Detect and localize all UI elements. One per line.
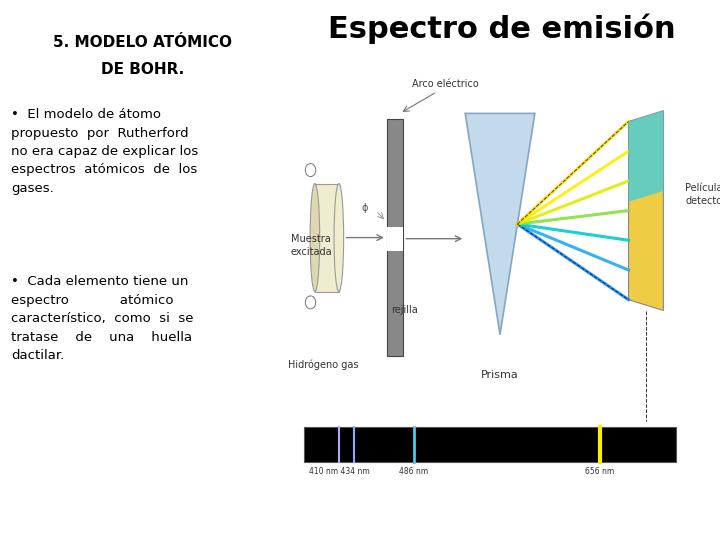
Text: 656 nm: 656 nm — [585, 467, 615, 476]
Bar — [387, 119, 403, 356]
Text: DE BOHR.: DE BOHR. — [101, 62, 184, 77]
Text: Espectro de emisión: Espectro de emisión — [328, 14, 676, 44]
Polygon shape — [465, 113, 535, 335]
Text: ϕ: ϕ — [361, 203, 368, 213]
Text: 486 nm: 486 nm — [400, 467, 428, 476]
Circle shape — [305, 164, 316, 177]
Bar — [387, 227, 403, 251]
Text: Hidrógeno gas: Hidrógeno gas — [288, 359, 359, 369]
Text: Película o
detector: Película o detector — [685, 183, 720, 206]
Ellipse shape — [310, 184, 320, 292]
Text: Muestra
excitada: Muestra excitada — [291, 234, 333, 257]
Text: 5. MODELO ATÓMICO: 5. MODELO ATÓMICO — [53, 35, 232, 50]
Bar — [304, 427, 677, 462]
Polygon shape — [629, 111, 663, 201]
Text: •  El modelo de átomo
propuesto  por  Rutherford
no era capaz de explicar los
es: • El modelo de átomo propuesto por Ruthe… — [12, 108, 199, 195]
Text: •  Cada elemento tiene un
espectro            atómico
característico,  como  si : • Cada elemento tiene un espectro atómic… — [12, 275, 194, 362]
Text: rejilla: rejilla — [391, 305, 418, 315]
Text: 410 nm 434 nm: 410 nm 434 nm — [309, 467, 369, 476]
Text: Arco eléctrico: Arco eléctrico — [412, 79, 479, 89]
Bar — [315, 184, 339, 292]
Polygon shape — [629, 111, 663, 310]
Circle shape — [305, 296, 316, 309]
Ellipse shape — [334, 184, 343, 292]
Text: Prisma: Prisma — [481, 370, 519, 380]
